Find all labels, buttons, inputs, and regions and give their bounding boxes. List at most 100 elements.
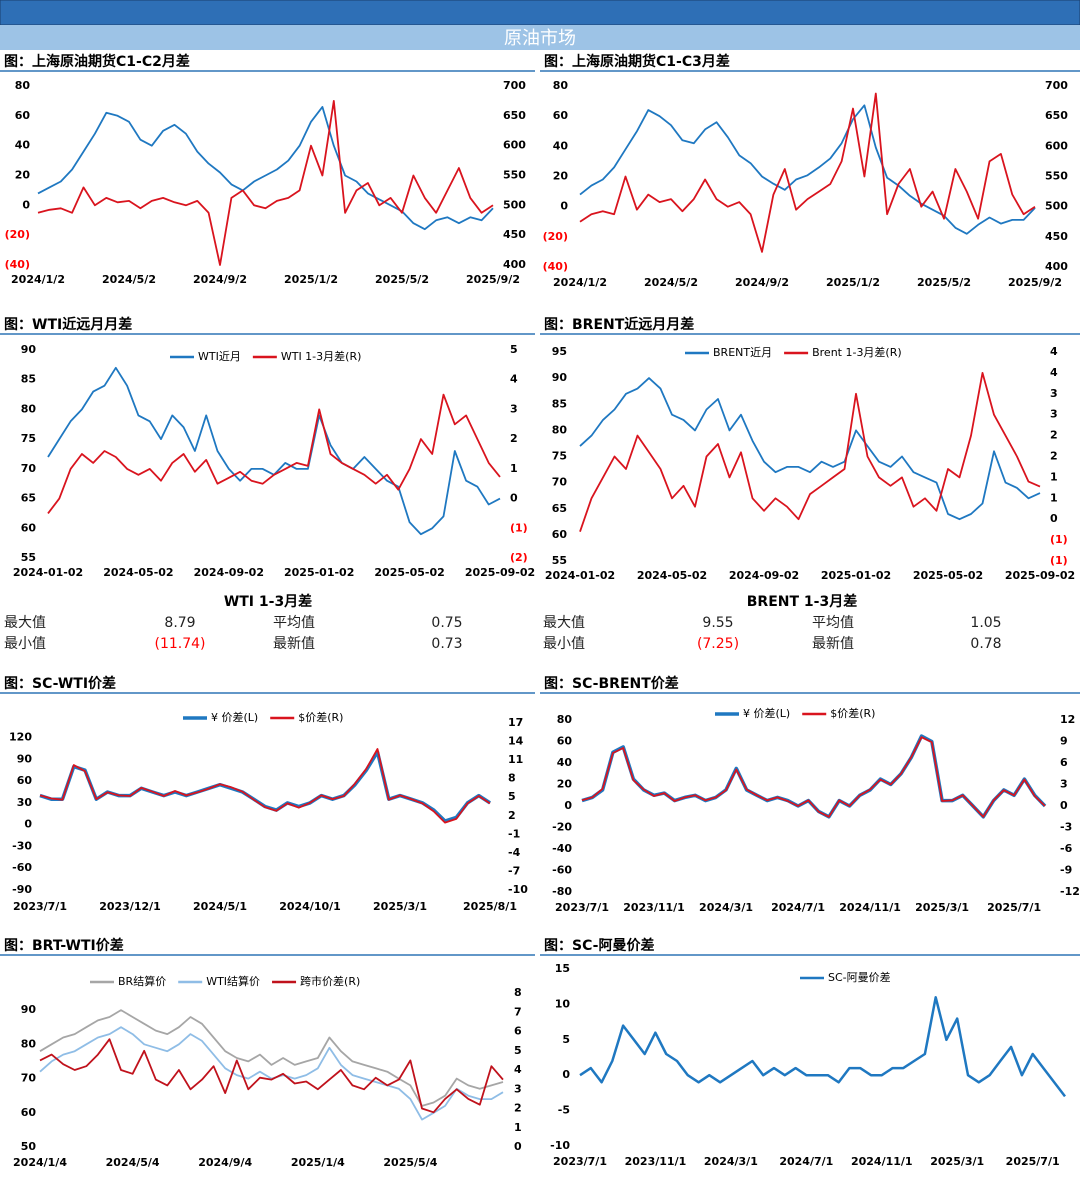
y-tick-label: 3: [1050, 408, 1058, 421]
y-tick-label: (40): [543, 260, 568, 273]
y-tick-label: 20: [15, 169, 31, 182]
y-tick-label: -1: [508, 827, 520, 840]
y-tick-label: 20: [557, 778, 573, 791]
y-tick-label: 65: [552, 502, 567, 515]
x-tick-label: 2023/11/1: [623, 901, 685, 914]
x-tick-label: 2025/8/1: [463, 900, 517, 913]
y-tick-label: 60: [553, 109, 569, 122]
x-tick-label: 2025/3/1: [915, 901, 969, 914]
y-tick-label: -40: [552, 842, 572, 855]
y-tick-label: 0: [564, 799, 572, 812]
x-tick-label: 2024-09-02: [194, 566, 264, 579]
y-tick-label: 0: [22, 198, 30, 211]
y-tick-label: 0: [24, 818, 32, 831]
cell: 平均值: [812, 615, 854, 631]
y-tick-label: 1: [1050, 491, 1058, 504]
y-tick-label: 11: [508, 753, 523, 766]
y-tick-label: -5: [558, 1104, 570, 1117]
cell: (11.74): [154, 636, 205, 652]
cell: 0.78: [970, 636, 1001, 652]
stats-table: BRENT 1-3月差 最大值 9.55 平均值 1.05 最小值 (7.25)…: [543, 593, 1002, 652]
y-tick-label: 60: [21, 1106, 37, 1119]
y-tick-label: 650: [1045, 109, 1068, 122]
legend-label: WTI 1-3月差(R): [281, 349, 362, 363]
y-tick-label: -3: [1060, 821, 1072, 834]
table-title: BRENT 1-3月差: [747, 593, 857, 610]
y-tick-label: 70: [21, 1072, 37, 1085]
x-tick-label: 2024/11/1: [839, 901, 901, 914]
legend-label: $价差(R): [830, 706, 875, 720]
y-tick-label: 2: [1050, 429, 1058, 442]
x-tick-label: 2024/9/4: [198, 1156, 252, 1169]
chart: 95 90 85 80 75 70 65 60 55 4 4 3 3 2 2 1 1 0 (1) (1) 2024-01…: [545, 345, 1075, 582]
x-tick-label: 2025/7/1: [1006, 1155, 1060, 1168]
y-tick-label: 6: [1060, 756, 1068, 769]
table-title: WTI 1-3月差: [224, 593, 312, 610]
x-tick-label: 2024/1/2: [553, 276, 607, 289]
y-tick-label: 600: [503, 139, 526, 152]
y-tick-label: 85: [552, 397, 567, 410]
y-tick-label: 20: [553, 170, 569, 183]
x-tick-label: 2024/5/2: [644, 276, 698, 289]
y-tick-label: 8: [508, 772, 516, 785]
series-line: [47, 393, 501, 514]
y-tick-label: -30: [12, 839, 32, 852]
x-tick-label: 2025-09-02: [1005, 569, 1075, 582]
y-tick-label: 9: [1060, 735, 1068, 748]
series-line: [581, 736, 1046, 818]
x-tick-label: 2024-09-02: [729, 569, 799, 582]
section-band: [0, 25, 1080, 50]
chart: 120 90 60 30 0 -30 -60 -90 17 14 11 8 5 2 -1 -4 -7 -10 202…: [9, 710, 528, 913]
y-tick-label: 400: [503, 258, 526, 271]
x-tick-label: 2024/5/2: [102, 273, 156, 286]
chart: 80 60 40 20 0 -20 -40 -60 -80 12 9 6 3 0 -3 -6 -9 -12 2023…: [552, 706, 1080, 914]
x-tick-label: 2025/7/1: [987, 901, 1041, 914]
chart: 90 80 70 60 50 8 7 6 5 4 3 2 1 0 2024/1/4 2024/5/4 2024/…: [13, 974, 522, 1169]
y-tick-label: 60: [557, 735, 573, 748]
legend-label: $价差(R): [298, 710, 343, 724]
legend-label: ¥ 价差(L): [211, 710, 258, 724]
y-tick-label: -80: [552, 885, 572, 898]
x-tick-label: 2023/11/1: [625, 1155, 687, 1168]
x-tick-label: 2024/3/1: [704, 1155, 758, 1168]
x-tick-label: 2025-05-02: [374, 566, 444, 579]
title-rules: [0, 70, 1080, 956]
y-tick-label: -20: [552, 821, 572, 834]
series-line: [579, 92, 1036, 253]
y-tick-label: 15: [555, 962, 570, 975]
panel-title: 图：BRT-WTI价差: [4, 937, 124, 954]
panel-title: 图：SC-阿曼价差: [544, 937, 655, 954]
x-tick-label: 2025/5/2: [375, 273, 429, 286]
series-line: [39, 1038, 504, 1114]
y-tick-label: -90: [12, 883, 32, 896]
x-tick-label: 2024-05-02: [103, 566, 173, 579]
series-line: [39, 750, 491, 823]
cell: 1.05: [970, 615, 1001, 631]
y-tick-label: 40: [557, 756, 573, 769]
y-tick-label: (20): [543, 230, 568, 243]
y-tick-label: 3: [510, 402, 518, 415]
x-tick-label: 2024/10/1: [279, 900, 341, 913]
y-tick-label: 700: [1045, 79, 1068, 92]
y-tick-label: 5: [508, 790, 516, 803]
y-tick-label: 600: [1045, 139, 1068, 152]
y-tick-label: 3: [514, 1082, 522, 1095]
y-tick-label: 80: [553, 79, 569, 92]
y-tick-label: 80: [21, 1037, 37, 1050]
legend-label: SC-阿曼价差: [828, 970, 891, 984]
y-tick-label: 3: [1050, 387, 1058, 400]
x-tick-label: 2023/12/1: [99, 900, 161, 913]
x-tick-label: 2024-05-02: [637, 569, 707, 582]
x-tick-label: 2023/7/1: [553, 1155, 607, 1168]
y-tick-label: 0: [1060, 799, 1068, 812]
x-tick-label: 2025/9/2: [1008, 276, 1062, 289]
x-tick-label: 2024/1/4: [13, 1156, 67, 1169]
x-tick-label: 2025/9/2: [466, 273, 520, 286]
panel-title: 图：BRENT近远月月差: [544, 316, 694, 333]
y-tick-label: -12: [1060, 885, 1080, 898]
y-tick-label: 60: [552, 528, 568, 541]
legend-label: 跨市价差(R): [300, 974, 360, 988]
x-tick-label: 2025-05-02: [913, 569, 983, 582]
